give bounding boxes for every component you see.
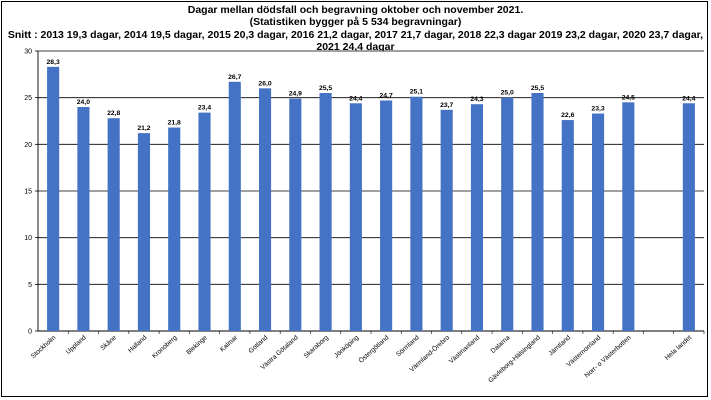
bar[interactable]	[470, 104, 484, 331]
data-label: 22,8	[107, 110, 120, 117]
chart-note-line-2: 2021 24,4 dagar	[316, 41, 395, 54]
data-label: 21,8	[168, 120, 181, 127]
bar[interactable]	[168, 127, 181, 332]
bar[interactable]	[501, 97, 514, 332]
category-label: Kalmar	[219, 334, 240, 354]
category-label: Sörmland	[395, 334, 421, 358]
category-label: Uppland	[65, 334, 88, 356]
data-label: 24,5	[622, 94, 635, 101]
bar[interactable]	[289, 98, 302, 331]
chart-note-line-1: Snitt : 2013 19,3 dagar, 2014 19,5 dagar…	[7, 28, 704, 41]
data-label: 26,0	[258, 80, 271, 87]
bar[interactable]	[319, 93, 332, 331]
chart-subtitle: (Statistiken bygger på 5 534 begravninga…	[249, 16, 462, 29]
data-label: 25,0	[501, 90, 514, 97]
bar[interactable]	[228, 81, 241, 331]
category-label: Skaraborg	[303, 334, 331, 360]
category-label: Hela landet	[664, 334, 694, 362]
bar[interactable]	[561, 120, 574, 331]
data-label: 24,3	[470, 96, 483, 103]
data-label: 24,4	[349, 95, 362, 102]
bar[interactable]	[440, 109, 453, 331]
chart-title-block: Dagar mellan dödsfall och begravning okt…	[0, 4, 711, 54]
bar[interactable]	[622, 102, 635, 331]
category-label: Gotland	[248, 334, 270, 355]
category-label: Västmanland	[448, 334, 482, 365]
bar[interactable]	[198, 112, 211, 331]
y-tick-label-10: 10	[24, 235, 32, 242]
bar[interactable]	[531, 93, 544, 331]
data-label: 25,5	[319, 85, 332, 92]
data-label: 28,3	[47, 59, 60, 66]
data-label: 24,7	[380, 92, 393, 99]
data-label: 23,7	[440, 102, 453, 109]
category-label: Skåne	[99, 333, 118, 352]
category-label: Kronoberg	[151, 334, 179, 360]
data-label: 24,4	[682, 95, 695, 102]
y-tick-label-0: 0	[28, 329, 32, 336]
category-label: Jämtland	[548, 334, 573, 357]
bar[interactable]	[380, 100, 393, 331]
y-tick-label-25: 25	[24, 95, 32, 102]
bar[interactable]	[410, 96, 423, 331]
data-label: 25,5	[531, 85, 544, 92]
category-label: Halland	[127, 334, 149, 354]
bar[interactable]	[137, 133, 151, 331]
data-label: 26,7	[228, 74, 241, 81]
category-label: Gävleborg-Hälsingland	[487, 334, 542, 384]
data-label: 22,6	[561, 112, 574, 119]
y-tick-label-15: 15	[24, 189, 32, 196]
y-tick-label-5: 5	[28, 282, 32, 289]
chart-title: Dagar mellan dödsfall och begravning okt…	[187, 4, 524, 16]
category-label: Östergötland	[357, 333, 391, 364]
category-label: Dalarna	[490, 334, 512, 355]
bar[interactable]	[591, 113, 605, 332]
data-label: 24,0	[77, 99, 90, 106]
bar[interactable]	[77, 107, 90, 331]
category-label: Jönköping	[333, 334, 360, 360]
bar[interactable]	[682, 103, 695, 332]
data-label: 23,4	[198, 105, 211, 112]
data-label: 25,1	[410, 89, 423, 96]
bar[interactable]	[107, 118, 120, 331]
y-tick-label-30: 30	[24, 49, 32, 56]
y-tick-label-20: 20	[24, 142, 32, 149]
category-label: Stockholm	[30, 334, 58, 360]
data-label: 21,2	[137, 125, 150, 132]
bar[interactable]	[258, 88, 272, 331]
bar[interactable]	[349, 103, 362, 332]
data-label: 23,3	[591, 106, 604, 113]
bar[interactable]	[47, 66, 60, 331]
data-label: 24,9	[289, 91, 302, 98]
category-label: Blekinge	[185, 334, 209, 356]
